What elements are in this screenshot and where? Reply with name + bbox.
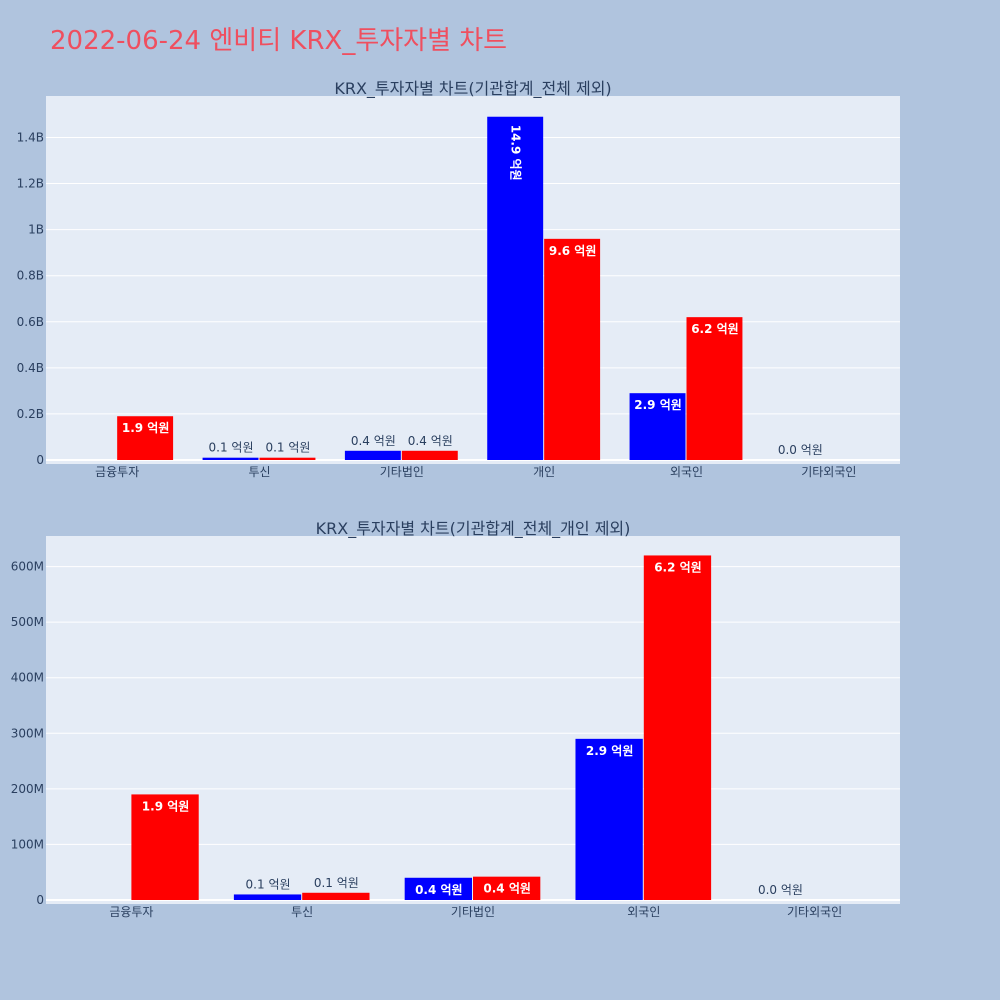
bar bbox=[473, 876, 541, 900]
bar bbox=[401, 450, 458, 460]
y-tick-label: 1B bbox=[28, 223, 44, 237]
bar bbox=[404, 877, 472, 900]
bar-data-label: 0.1 억원 bbox=[265, 441, 310, 455]
bar bbox=[233, 894, 302, 900]
bar-data-label: 0.0 억원 bbox=[758, 883, 803, 897]
bar bbox=[117, 416, 174, 460]
bar-data-label: 6.2 억원 bbox=[654, 560, 702, 574]
chart-title: KRX_투자자별 차트(기관합계_전체_개인 제외) bbox=[316, 519, 631, 539]
y-tick-label: 0 bbox=[36, 453, 44, 467]
x-tick-label: 투신 bbox=[291, 905, 313, 919]
bar bbox=[202, 457, 259, 460]
y-tick-label: 500M bbox=[11, 615, 44, 629]
x-tick-label: 기타법인 bbox=[380, 465, 424, 479]
y-tick-label: 600M bbox=[11, 560, 44, 574]
y-tick-label: 0.6B bbox=[17, 315, 44, 329]
x-tick-label: 개인 bbox=[533, 465, 555, 479]
bar-data-label: 0.1 억원 bbox=[209, 441, 254, 455]
bar-data-label: 0.1 억원 bbox=[246, 877, 291, 891]
bar-data-label: 9.6 억원 bbox=[549, 244, 597, 258]
bar bbox=[259, 457, 316, 460]
page-title: 2022-06-24 엔비티 KRX_투자자별 차트 bbox=[50, 26, 507, 56]
bar bbox=[575, 738, 643, 900]
x-tick-label: 기타법인 bbox=[451, 905, 495, 919]
bar-data-label: 0.4 억원 bbox=[351, 434, 396, 448]
x-tick-label: 기타외국인 bbox=[787, 905, 842, 919]
y-tick-label: 0 bbox=[36, 893, 44, 907]
y-tick-label: 1.4B bbox=[17, 130, 44, 144]
bar bbox=[487, 116, 544, 460]
bar-data-label: 0.4 억원 bbox=[408, 434, 453, 448]
y-tick-label: 400M bbox=[11, 671, 44, 685]
chart-overall: KRX_투자자별 차트(기관합계_전체 제외) 0 0.2B 0.4B 0.6B 0.8B… bbox=[17, 79, 900, 479]
y-tick-label: 300M bbox=[11, 726, 44, 740]
bar-data-label: 1.9 억원 bbox=[122, 421, 170, 435]
y-tick-label: 1.2B bbox=[17, 177, 44, 191]
y-tick-label: 0.4B bbox=[17, 361, 44, 375]
bar-data-label: 2.9 억원 bbox=[586, 744, 634, 758]
x-tick-label: 외국인 bbox=[670, 465, 703, 479]
bar-data-label: 1.9 억원 bbox=[142, 799, 190, 813]
bar bbox=[131, 794, 199, 900]
chart-title: KRX_투자자별 차트(기관합계_전체 제외) bbox=[334, 79, 611, 99]
bar bbox=[643, 555, 712, 900]
x-tick-label: 금융투자 bbox=[95, 465, 139, 479]
y-tick-label: 0.2B bbox=[17, 407, 44, 421]
bar-data-label: 2.9 억원 bbox=[634, 398, 682, 412]
plot-area bbox=[46, 96, 900, 464]
bar-data-label: 0.4 억원 bbox=[415, 883, 463, 897]
bar bbox=[544, 238, 601, 460]
bar-data-label: 14.9 억원 bbox=[509, 125, 523, 181]
y-tick-label: 100M bbox=[11, 837, 44, 851]
y-tick-label: 200M bbox=[11, 782, 44, 796]
x-tick-label: 금융투자 bbox=[109, 905, 153, 919]
bar-data-label: 0.4 억원 bbox=[483, 882, 531, 896]
bar bbox=[302, 892, 370, 900]
bar bbox=[629, 393, 686, 460]
x-tick-label: 외국인 bbox=[627, 905, 660, 919]
bar bbox=[686, 317, 743, 460]
y-tick-label: 0.8B bbox=[17, 269, 44, 283]
chart-excluding-individual: KRX_투자자별 차트(기관합계_전체_개인 제외) 0 100M 200M 300M 4… bbox=[11, 519, 900, 919]
bar-data-label: 0.1 억원 bbox=[314, 876, 359, 890]
bar-data-label: 6.2 억원 bbox=[691, 322, 739, 336]
bar-data-label: 0.0 억원 bbox=[778, 443, 823, 457]
x-tick-label: 기타외국인 bbox=[801, 465, 856, 479]
bar bbox=[344, 450, 401, 460]
x-tick-label: 투신 bbox=[248, 465, 270, 479]
